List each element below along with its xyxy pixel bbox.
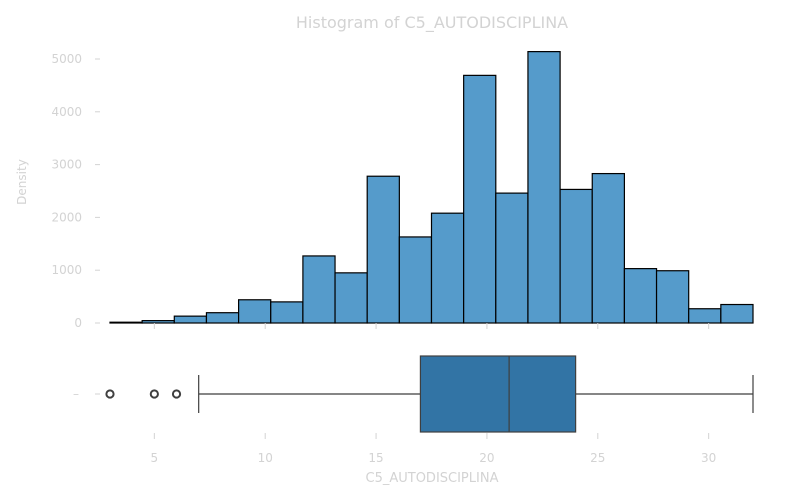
boxplot-y-tick-label: – <box>73 387 79 401</box>
boxplot-outlier <box>105 389 115 399</box>
histogram-bar-7 <box>302 255 336 324</box>
histogram-bar-18 <box>655 270 690 324</box>
x-tick-label: 20 <box>479 451 494 465</box>
histogram-bar-4 <box>205 312 240 324</box>
histogram-bar-1 <box>109 321 143 324</box>
histogram-bar-16 <box>591 172 626 324</box>
x-tick-label: 5 <box>151 451 159 465</box>
y-tick-label: 5000 <box>51 52 82 66</box>
histogram-bars <box>109 51 754 324</box>
y-tick-label: 0 <box>74 316 82 330</box>
chart-title: Histogram of C5_AUTODISCIPLINA <box>296 13 568 33</box>
x-axis-ticks: 5 10 15 20 25 30 <box>151 323 716 465</box>
boxplot-outlier <box>171 389 182 399</box>
x-axis-label: C5_AUTODISCIPLINA <box>366 471 499 486</box>
histogram-bar-10 <box>398 236 433 324</box>
boxplot-outlier <box>149 389 159 399</box>
boxplot: – <box>73 355 754 433</box>
histogram-bar-13 <box>495 192 529 324</box>
histogram-bar-9 <box>366 175 400 324</box>
histogram-bar-14 <box>527 51 561 324</box>
x-tick-label: 10 <box>258 451 273 465</box>
boxplot-box <box>419 355 577 433</box>
x-tick-label: 25 <box>590 451 605 465</box>
histogram-bar-12 <box>463 74 497 324</box>
histogram-bar-19 <box>688 308 722 324</box>
histogram-bar-8 <box>334 272 368 324</box>
histogram-y-ticks: 0 1000 2000 3000 4000 5000 <box>51 52 100 330</box>
y-tick-label: 2000 <box>51 210 82 224</box>
y-axis-label: Density <box>15 159 29 205</box>
y-tick-label: 1000 <box>51 263 82 277</box>
histogram-bar-2 <box>141 320 175 324</box>
y-tick-label: 4000 <box>51 105 82 119</box>
histogram-bar-20 <box>720 303 754 324</box>
histogram-bar-17 <box>623 268 658 324</box>
histogram-bar-5 <box>238 299 272 324</box>
x-tick-label: 15 <box>368 451 383 465</box>
histogram-bar-6 <box>270 301 304 324</box>
x-tick-label: 30 <box>701 451 716 465</box>
histogram-bar-11 <box>430 212 465 324</box>
histogram-bar-15 <box>559 188 593 324</box>
y-tick-label: 3000 <box>51 158 82 172</box>
histogram-bar-3 <box>173 315 208 324</box>
